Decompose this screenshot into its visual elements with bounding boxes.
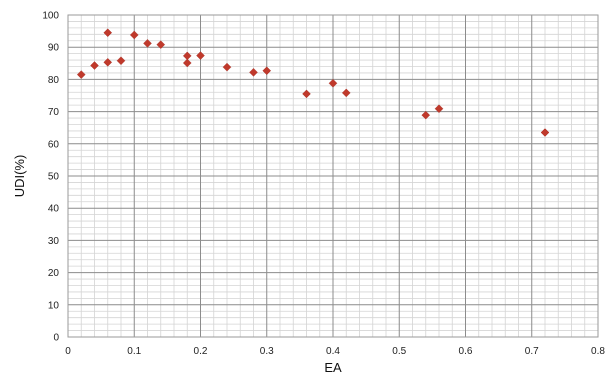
data-point — [156, 40, 166, 49]
x-axis-title: EA — [324, 360, 342, 375]
x-tick-label: 0.7 — [525, 346, 539, 357]
data-point — [143, 39, 152, 48]
x-tick-label: 0.2 — [194, 346, 208, 357]
x-tick-label: 0.6 — [459, 346, 473, 357]
data-point — [328, 78, 338, 88]
x-tick-label: 0.5 — [392, 346, 406, 357]
data-point — [116, 56, 126, 66]
data-point — [540, 128, 550, 137]
x-tick-label: 0.8 — [591, 346, 605, 357]
y-axis-title: UDI(%) — [12, 155, 27, 198]
y-axis-ticks: 0 10 20 30 40 50 60 70 80 90 100 — [42, 11, 59, 344]
x-axis-ticks: 0 0.1 0.2 0.3 0.4 0.5 0.6 0.7 0.8 — [65, 346, 605, 357]
data-points — [76, 28, 550, 137]
y-tick-label: 20 — [48, 268, 60, 279]
plot-area — [67, 14, 599, 338]
x-tick-label: 0.4 — [326, 346, 340, 357]
y-tick-label: 0 — [53, 333, 59, 344]
y-tick-label: 100 — [42, 11, 59, 22]
x-tick-label: 0 — [65, 346, 71, 357]
x-tick-label: 0.1 — [127, 346, 141, 357]
y-tick-label: 90 — [48, 43, 60, 54]
data-point — [222, 62, 232, 72]
data-point — [302, 89, 311, 99]
y-tick-label: 70 — [48, 107, 60, 118]
y-tick-label: 30 — [48, 236, 60, 247]
y-tick-label: 10 — [48, 300, 60, 311]
data-point — [76, 70, 86, 79]
y-tick-label: 40 — [48, 204, 60, 215]
y-tick-label: 60 — [48, 139, 60, 150]
data-point — [262, 66, 272, 75]
data-point — [129, 30, 139, 40]
y-tick-label: 50 — [48, 172, 60, 183]
data-point — [434, 104, 444, 113]
data-point — [341, 88, 351, 98]
y-tick-label: 80 — [48, 75, 60, 86]
data-point — [182, 58, 192, 68]
data-point — [421, 110, 431, 120]
data-point — [182, 51, 192, 61]
data-point — [249, 68, 258, 77]
x-tick-label: 0.3 — [260, 346, 274, 357]
data-point — [196, 51, 205, 60]
major-grid — [68, 15, 598, 337]
data-point — [103, 58, 113, 67]
data-point — [103, 28, 113, 37]
data-point — [90, 61, 99, 70]
